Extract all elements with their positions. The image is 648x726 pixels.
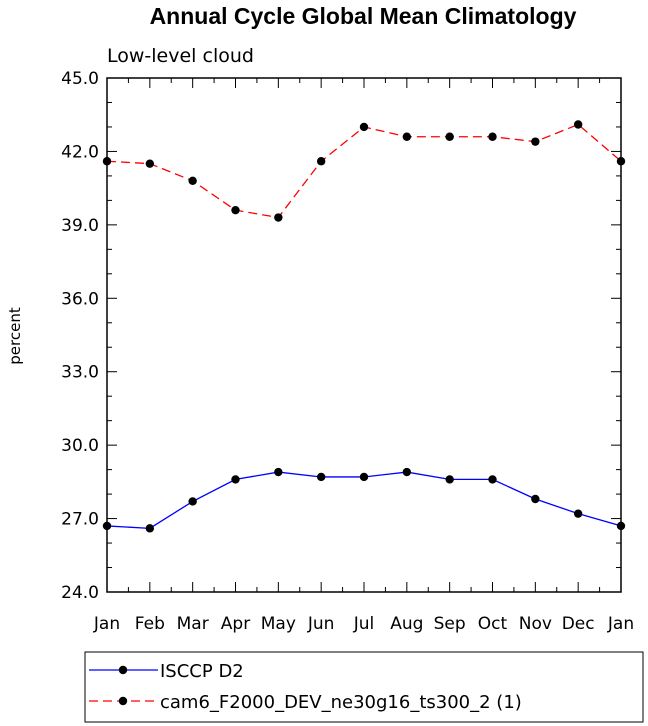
x-tick-label: Aug: [390, 614, 423, 634]
y-tick-label: 42.0: [61, 142, 99, 162]
legend: ISCCP D2 cam6_F2000_DEV_ne30g16_ts300_2 (…: [84, 651, 644, 723]
data-point: [188, 176, 197, 185]
x-tick-label: Nov: [519, 614, 552, 634]
series-1: [102, 467, 626, 533]
data-point: [274, 467, 283, 477]
series-line: [106, 123, 622, 219]
data-point: [445, 475, 454, 484]
data-point: [445, 132, 454, 141]
data-point: [359, 122, 369, 132]
series-layer: [102, 120, 626, 533]
legend-box: [84, 651, 644, 723]
y-tick-label: 33.0: [61, 363, 99, 383]
data-point: [531, 494, 540, 504]
data-point: [573, 509, 583, 518]
chart-title: Annual Cycle Global Mean Climatology: [150, 3, 577, 29]
x-tick-label: Apr: [221, 614, 250, 634]
data-point: [274, 213, 283, 222]
y-tick-label: 24.0: [61, 583, 99, 603]
legend-label: ISCCP D2: [160, 661, 244, 682]
x-tick-label: Sep: [434, 614, 466, 634]
data-point: [316, 157, 326, 166]
x-tick-label: Mar: [177, 614, 209, 634]
x-tick-label: Jul: [353, 614, 375, 634]
data-point: [573, 120, 583, 129]
x-tick-label: Oct: [478, 614, 508, 634]
data-point: [488, 475, 497, 484]
y-axis-label: percent: [6, 307, 24, 365]
axes: Jan Feb Mar Apr May Jun Jul Aug Sep Oct Nov Dec Jan 2…: [61, 69, 634, 634]
x-tick-label: Jun: [307, 614, 335, 634]
y-tick-label: 45.0: [61, 69, 99, 89]
data-point: [188, 497, 197, 506]
data-point: [316, 472, 326, 482]
data-point: [231, 205, 240, 215]
x-tick-label: Dec: [562, 614, 595, 634]
data-point: [231, 475, 240, 484]
chart-subtitle: Low-level cloud: [107, 45, 254, 67]
y-tick-label: 30.0: [61, 436, 99, 456]
data-point: [488, 132, 497, 141]
series-2: [102, 120, 626, 222]
data-point: [402, 132, 412, 141]
legend-marker: [118, 696, 128, 706]
y-tick-label: 27.0: [61, 510, 99, 530]
data-point: [402, 467, 412, 477]
x-tick-label: Jan: [607, 614, 634, 634]
x-tick-label: Feb: [135, 614, 165, 634]
legend-label: cam6_F2000_DEV_ne30g16_ts300_2 (1): [160, 692, 522, 713]
data-point: [531, 137, 540, 146]
x-tick-label: Jan: [93, 614, 120, 634]
plot-frame: [106, 77, 622, 593]
legend-marker: [118, 665, 128, 675]
data-point: [359, 472, 369, 482]
x-tick-label: May: [261, 614, 296, 634]
data-point: [145, 524, 155, 533]
data-point: [145, 159, 155, 168]
y-tick-label: 39.0: [61, 216, 99, 236]
y-tick-label: 36.0: [61, 289, 99, 309]
